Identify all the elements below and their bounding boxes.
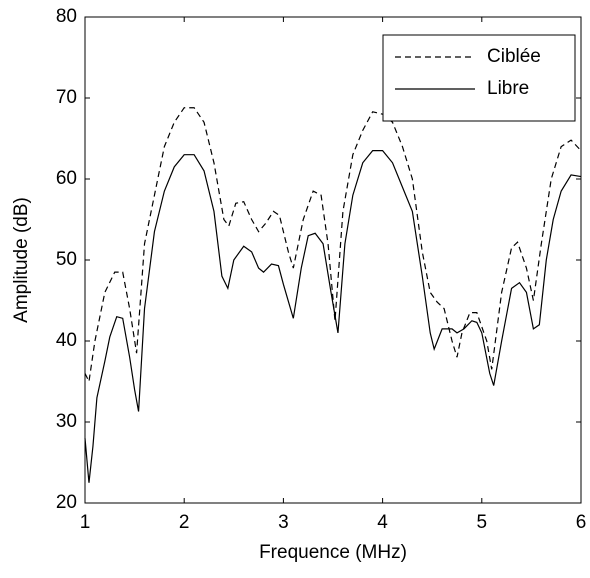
x-tick-label: 6 xyxy=(576,512,587,533)
line-series xyxy=(84,150,582,483)
x-tick-label: 1 xyxy=(80,512,91,533)
x-tick-label: 2 xyxy=(179,512,190,533)
y-tick-label: 30 xyxy=(56,411,77,432)
y-tick-label: 40 xyxy=(56,330,77,351)
x-axis-label: Frequence (MHz) xyxy=(259,542,407,563)
line-series xyxy=(84,107,582,384)
x-tick-label: 4 xyxy=(377,512,388,533)
y-tick-label: 80 xyxy=(56,6,77,27)
legend-label: Libre xyxy=(487,78,529,99)
legend-box xyxy=(382,34,576,122)
x-tick-label: 3 xyxy=(278,512,289,533)
x-tick-label: 5 xyxy=(477,512,488,533)
y-tick-label: 50 xyxy=(56,249,77,270)
legend-label: Ciblée xyxy=(487,46,541,67)
y-tick-label: 70 xyxy=(56,87,77,108)
y-tick-label: 60 xyxy=(56,168,77,189)
y-axis-label: Amplitude (dB) xyxy=(11,197,32,323)
y-tick-label: 20 xyxy=(56,492,77,513)
